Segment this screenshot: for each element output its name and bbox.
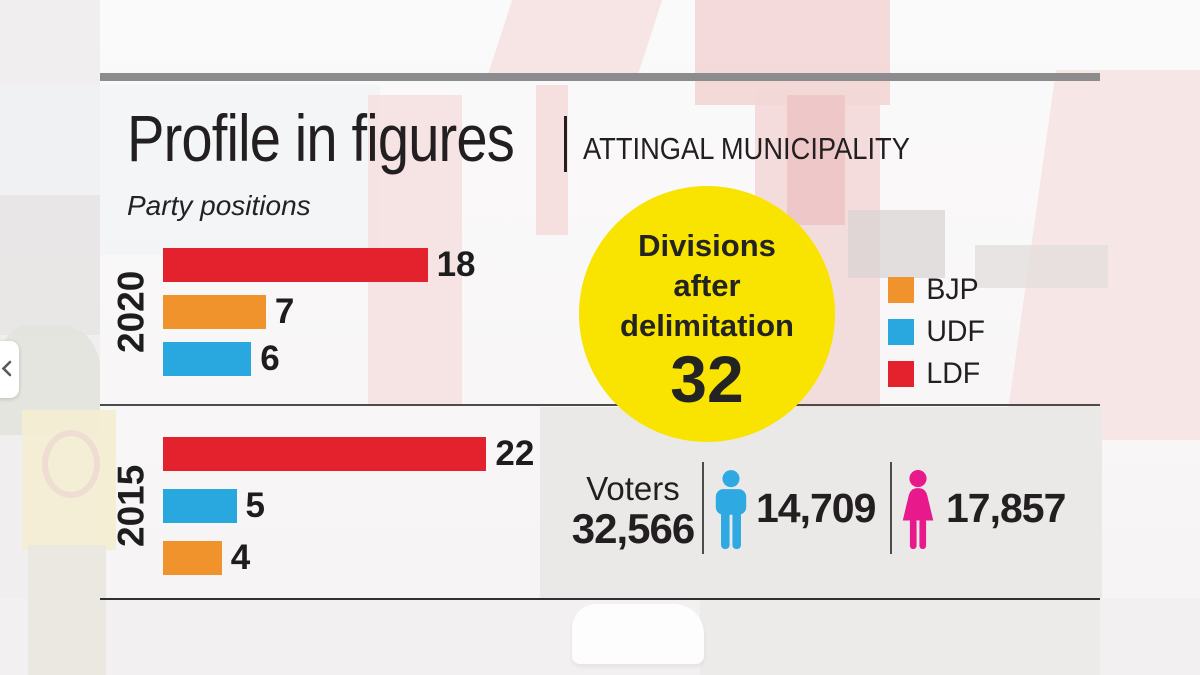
legend-swatch-udf (888, 319, 914, 345)
page-subtitle: ATTINGAL MUNICIPALITY (583, 131, 910, 166)
bar-2015-ldf: 22 (163, 434, 535, 473)
chart-legend: BJP UDF LDF (888, 273, 989, 403)
bar-2020-ldf: 18 (163, 245, 476, 284)
female-person-icon (898, 469, 938, 556)
page-title: Profile in figures (127, 101, 515, 175)
bar-2020-bjp: 7 (163, 292, 476, 331)
male-person-icon (712, 469, 750, 556)
voters-label: Voters (586, 470, 680, 507)
bar-value-label: 6 (260, 339, 280, 378)
year-label-2015: 2015 (110, 464, 152, 548)
background-left-shade (0, 195, 100, 335)
background-signboard-dark-2 (975, 245, 1108, 288)
bars-2015: 22 5 4 (163, 434, 535, 577)
chevron-left-icon (1, 360, 12, 380)
bar-segment (163, 541, 222, 575)
voters-divider-2 (890, 462, 892, 554)
legend-label: BJP (926, 273, 979, 306)
legend-swatch-ldf (888, 361, 914, 387)
bar-segment (163, 437, 487, 471)
background-red-band (536, 85, 568, 235)
header-rule (100, 73, 1100, 81)
voters-divider-1 (702, 462, 704, 554)
background-red-tower (695, 0, 890, 105)
legend-label: LDF (926, 357, 981, 390)
title-divider (564, 116, 567, 172)
background-red-pillar-core (787, 95, 845, 225)
separator-middle (100, 404, 1100, 406)
female-voters-count: 17,857 (946, 485, 1066, 531)
bar-value-label: 7 (274, 292, 295, 331)
bar-value-label: 22 (495, 434, 535, 473)
bar-2015-bjp: 4 (163, 538, 534, 577)
bar-2020-udf: 6 (163, 339, 476, 378)
legend-item-udf: UDF (888, 315, 989, 348)
voters-panel: Voters 32,566 14,709 (540, 407, 1102, 599)
legend-swatch-bjp (888, 277, 914, 303)
divisions-count: 32 (670, 342, 744, 416)
separator-bottom (100, 598, 1100, 600)
male-voters-count: 14,709 (756, 485, 876, 531)
bar-segment (163, 489, 237, 523)
bar-2015-udf: 5 (163, 486, 534, 525)
divisions-circle: Divisions after delimitation 32 (579, 186, 835, 442)
divisions-text-line2: after (673, 268, 741, 303)
bar-value-label: 4 (230, 538, 251, 577)
background-roof-shape (487, 0, 663, 75)
background-street-shade (700, 600, 1100, 675)
chart-section-label: Party positions (127, 190, 311, 221)
year-label-2020: 2020 (110, 270, 152, 354)
voters-total-value: 32,566 (571, 505, 695, 552)
chart-group-2020: 2020 18 7 6 (100, 245, 476, 378)
bars-2020: 18 7 6 (163, 245, 476, 378)
background-signboard-dark-1 (848, 210, 945, 278)
divisions-text-line1: Divisions (638, 228, 776, 263)
carousel-prev-button[interactable] (0, 341, 19, 398)
background-signboard-logo (42, 430, 100, 498)
legend-item-ldf: LDF (888, 357, 989, 390)
bar-segment (163, 248, 428, 282)
legend-item-bjp: BJP (888, 273, 989, 306)
voters-total-block: Voters 32,566 (558, 471, 708, 551)
bar-segment (163, 342, 252, 376)
background-white-car (572, 604, 704, 664)
divisions-text-line3: delimitation (620, 308, 794, 343)
bar-value-label: 5 (245, 486, 265, 525)
legend-label: UDF (926, 315, 985, 348)
chart-group-2015: 2015 22 5 4 (100, 434, 535, 577)
background-left-posters (28, 545, 106, 675)
bar-value-label: 18 (436, 245, 476, 284)
bar-segment (163, 295, 266, 329)
